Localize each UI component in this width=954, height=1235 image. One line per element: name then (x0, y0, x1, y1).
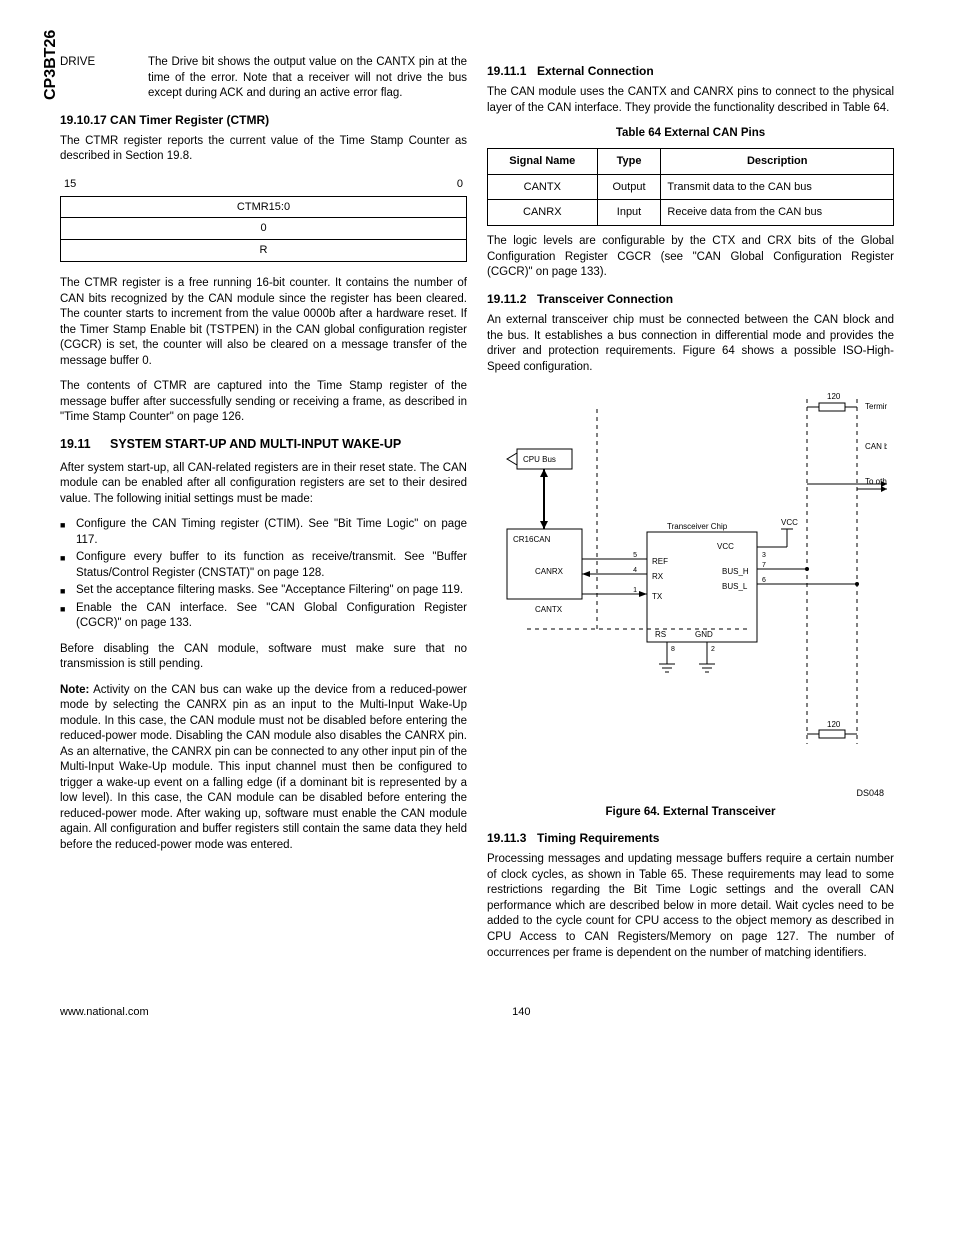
two-column-layout: DRIVE The Drive bit shows the output val… (60, 55, 894, 971)
fig-canrx: CANRX (535, 567, 564, 576)
fig-rs: RS (655, 630, 666, 639)
ctmr-p2: The contents of CTMR are captured into t… (60, 379, 467, 426)
fig-bush: BUS_H (722, 567, 749, 576)
right-column: 19.11.1 External Connection The CAN modu… (487, 55, 894, 971)
page-footer: www.national.com 140 (60, 999, 894, 1020)
left-column: DRIVE The Drive bit shows the output val… (60, 55, 467, 971)
sec-19-11-3-p1: Processing messages and updating message… (487, 852, 894, 961)
footer-left: www.national.com (60, 1005, 149, 1020)
fig-pin6: 6 (762, 577, 766, 584)
fig-pin3: 3 (762, 552, 766, 559)
drive-term: DRIVE (60, 55, 148, 102)
fig-vcc2: VCC (717, 542, 734, 551)
reg-row2: 0 (61, 218, 467, 240)
note-body: Activity on the CAN bus can wake up the … (60, 684, 467, 851)
td: Transmit data to the CAN bus (661, 174, 894, 200)
note-label: Note: (60, 684, 89, 696)
reg-row1: CTMR15:0 (61, 196, 467, 218)
table-row: CANTX Output Transmit data to the CAN bu… (488, 174, 894, 200)
fig-tx: TX (652, 592, 663, 601)
fig-rx: RX (652, 572, 664, 581)
footer-page-number: 140 (512, 1005, 530, 1020)
fig-cr16can: CR16CAN (513, 535, 551, 544)
table-64: Signal Name Type Description CANTX Outpu… (487, 148, 894, 227)
sec-19-11-1-p1: The CAN module uses the CANTX and CANRX … (487, 85, 894, 116)
fig-pin5: 5 (633, 552, 637, 559)
td: Input (597, 200, 661, 226)
ctmr-register-table: CTMR15:0 0 R (60, 196, 467, 263)
sec-19-11-1-heading: 19.11.1 External Connection (487, 63, 894, 79)
ctmr-intro: The CTMR register reports the current va… (60, 134, 467, 165)
td: Receive data from the CAN bus (661, 200, 894, 226)
fig-busl: BUS_L (722, 582, 748, 591)
reg-bit-range: 15 0 (60, 177, 467, 192)
th-signal: Signal Name (488, 148, 598, 174)
sec-19-11-p2: Before disabling the CAN module, softwar… (60, 642, 467, 673)
sec-19-11-2-title: Transceiver Connection (537, 291, 673, 307)
sec-19-11-1-title: External Connection (537, 63, 654, 79)
note-paragraph: Note: Activity on the CAN bus can wake u… (60, 683, 467, 854)
sec-19-11-2-heading: 19.11.2 Transceiver Connection (487, 291, 894, 307)
figure-64-svg: 120 Termination CAN bus signals To other… (487, 389, 887, 779)
drive-body: The Drive bit shows the output value on … (148, 55, 467, 102)
startup-bullet-list: Configure the CAN Timing register (CTIM)… (60, 517, 467, 632)
sec-19-11-1-num: 19.11.1 (487, 63, 537, 79)
th-desc: Description (661, 148, 894, 174)
table-row: Signal Name Type Description (488, 148, 894, 174)
sec-19-11-heading: 19.11 SYSTEM START-UP AND MULTI-INPUT WA… (60, 436, 467, 453)
list-item: Set the acceptance filtering masks. See … (60, 583, 467, 599)
sec-19-11-p1: After system start-up, all CAN-related r… (60, 461, 467, 508)
fig-term-top-lbl: Termination (865, 402, 887, 411)
fig-gnd: GND (695, 630, 713, 639)
figure-64: 120 Termination CAN bus signals To other… (487, 389, 894, 799)
td: CANRX (488, 200, 598, 226)
fig-ds-code: DS048 (487, 787, 894, 799)
fig-term-top: 120 (827, 392, 841, 401)
fig-term-bot: 120 (827, 720, 841, 729)
fig-trans-chip: Transceiver Chip (667, 522, 728, 531)
fig-pin8: 8 (671, 646, 675, 653)
reg-row3: R (61, 240, 467, 262)
fig-ref: REF (652, 557, 668, 566)
sec-19-11-3-title: Timing Requirements (537, 830, 659, 846)
sec-19-11-2-p1: An external transceiver chip must be con… (487, 313, 894, 375)
reg-bit-hi: 15 (64, 177, 76, 192)
table-64-caption: Table 64 External CAN Pins (487, 126, 894, 142)
reg-bit-lo: 0 (457, 177, 463, 192)
sec-19-11-3-num: 19.11.3 (487, 830, 537, 846)
fig-can-sig: CAN bus signals (865, 442, 887, 451)
fig-pin2: 2 (711, 646, 715, 653)
sec-19-11-2-num: 19.11.2 (487, 291, 537, 307)
ctmr-heading: 19.10.17 CAN Timer Register (CTMR) (60, 112, 467, 128)
td: CANTX (488, 174, 598, 200)
fig-pin7: 7 (762, 562, 766, 569)
sec-19-11-3-heading: 19.11.3 Timing Requirements (487, 830, 894, 846)
fig-cantx: CANTX (535, 605, 563, 614)
figure-64-caption: Figure 64. External Transceiver (487, 805, 894, 821)
drive-definition: DRIVE The Drive bit shows the output val… (60, 55, 467, 102)
list-item: Enable the CAN interface. See "CAN Globa… (60, 601, 467, 632)
ctmr-p1: The CTMR register is a free running 16-b… (60, 276, 467, 369)
fig-pin1: 1 (633, 587, 637, 594)
sec-19-11-num: 19.11 (60, 436, 110, 453)
fig-cpu-bus: CPU Bus (523, 455, 556, 464)
td: Output (597, 174, 661, 200)
table-row: CANRX Input Receive data from the CAN bu… (488, 200, 894, 226)
fig-pin4: 4 (633, 567, 637, 574)
sec-19-11-1-p2: The logic levels are configurable by the… (487, 234, 894, 281)
sec-19-11-title: SYSTEM START-UP AND MULTI-INPUT WAKE-UP (110, 436, 401, 453)
doc-side-label: CP3BT26 (40, 30, 62, 100)
list-item: Configure the CAN Timing register (CTIM)… (60, 517, 467, 548)
fig-vcc1: VCC (781, 518, 798, 527)
th-type: Type (597, 148, 661, 174)
list-item: Configure every buffer to its function a… (60, 550, 467, 581)
